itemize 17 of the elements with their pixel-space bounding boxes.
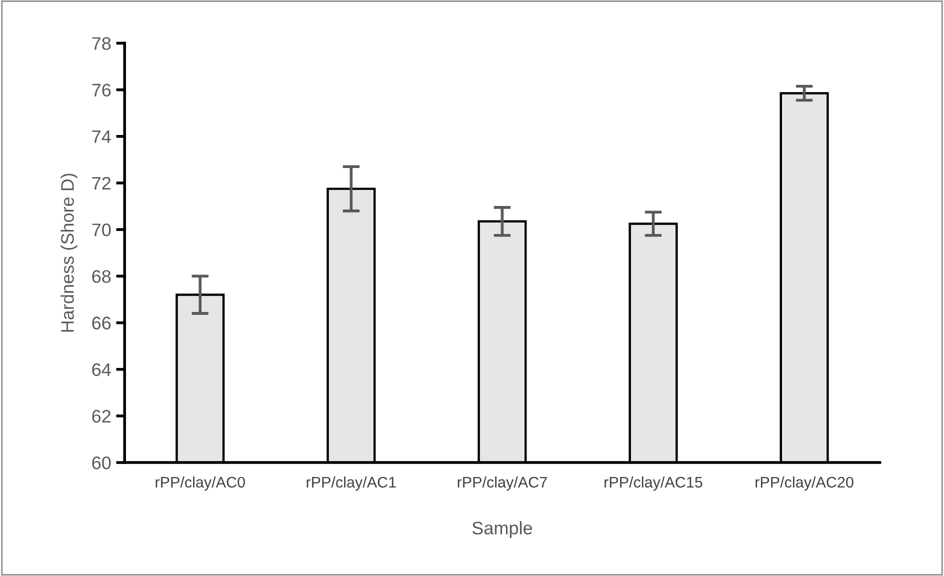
y-tick-label: 76 bbox=[92, 84, 111, 97]
y-tick-label: 70 bbox=[92, 224, 111, 236]
y-tick-label: 78 bbox=[92, 37, 111, 50]
x-tick-label: rPP/clay/AC20 bbox=[756, 476, 854, 491]
y-tick-label: 62 bbox=[92, 410, 111, 423]
y-tick-label: 64 bbox=[92, 363, 111, 376]
x-tick-label: rPP/clay/AC1 bbox=[306, 476, 396, 491]
y-tick-label: 60 bbox=[92, 456, 111, 470]
y-axis-title: Hardness (Shore D) bbox=[60, 174, 78, 332]
y-tick-label: 68 bbox=[92, 270, 111, 283]
y-tick-label: 66 bbox=[92, 316, 111, 330]
x-tick-label: rPP/clay/AC7 bbox=[458, 476, 547, 491]
x-tick-label: rPP/clay/AC0 bbox=[156, 476, 245, 491]
x-tick-label: rPP/clay/AC15 bbox=[604, 476, 702, 491]
y-tick-label: 72 bbox=[92, 176, 111, 190]
y-tick-label: 74 bbox=[92, 130, 111, 143]
x-axis-title: Sample bbox=[472, 521, 532, 538]
